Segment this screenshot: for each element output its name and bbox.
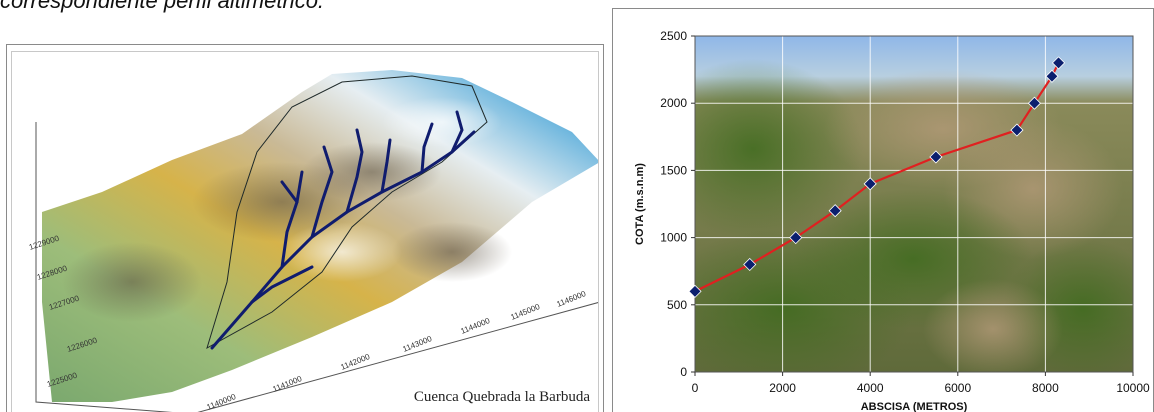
terrain-map-frame: 1225000 1226000 1227000 1228000 1229000 … (11, 51, 599, 412)
y-tick-label: 1500 (660, 163, 687, 177)
y-tick-label: 1000 (660, 231, 687, 245)
plot-area-border (694, 35, 1134, 373)
y-tick-label: 2500 (660, 29, 687, 43)
series-line (694, 62, 1060, 293)
y-tick-label: 2000 (660, 96, 687, 110)
x-tick-label: 0 (692, 381, 699, 395)
x-tick-label: 6000 (944, 381, 971, 395)
y-axis-label: COTA (m.s.n.m) (634, 163, 646, 245)
terrain-map-panel: 1225000 1226000 1227000 1228000 1229000 … (6, 44, 604, 412)
hillside-photo-background (695, 36, 1133, 372)
x-tick-label: 2000 (769, 381, 796, 395)
data-point-marker (789, 231, 803, 245)
x-axis-label: ABSCISA (METROS) (861, 401, 968, 412)
data-point-marker (929, 150, 943, 164)
data-point-marker (743, 257, 757, 272)
data-point-marker (1045, 69, 1059, 83)
elevation-profile-chart: 0 500 1000 1500 2000 2500 0 2000 4000 6000 8000 100… (634, 29, 1150, 412)
data-point-marker (863, 177, 877, 191)
data-point-marker (1010, 123, 1024, 137)
y-tick-label: 500 (667, 298, 687, 312)
x-tick-label: 10000 (1116, 381, 1150, 395)
data-point-marker (1051, 56, 1066, 70)
y-tick-label: 0 (680, 365, 687, 379)
drainage-network (210, 110, 476, 350)
x-tick-label: 4000 (857, 381, 884, 395)
basin-boundary (206, 75, 488, 350)
data-point-marker (1027, 96, 1042, 110)
terrain-x-tick: 1146000 (555, 289, 587, 309)
terrain-x-tick: 1140000 (205, 392, 237, 412)
terrain-x-tick: 1141000 (271, 374, 303, 394)
terrain-map-caption: Cuenca Quebrada la Barbuda (413, 389, 590, 405)
data-point-marker (688, 284, 702, 298)
elevation-profile-panel: 0 500 1000 1500 2000 2500 0 2000 4000 6000 8000 100… (612, 8, 1154, 412)
terrain-x-tick: 1143000 (401, 334, 433, 354)
data-point-marker (828, 204, 842, 218)
top-caption: correspondiente perfil altimétrico. (0, 0, 325, 13)
terrain-3d-image: 1225000 1226000 1227000 1228000 1229000 … (28, 70, 598, 412)
x-tick-label: 8000 (1032, 381, 1059, 395)
